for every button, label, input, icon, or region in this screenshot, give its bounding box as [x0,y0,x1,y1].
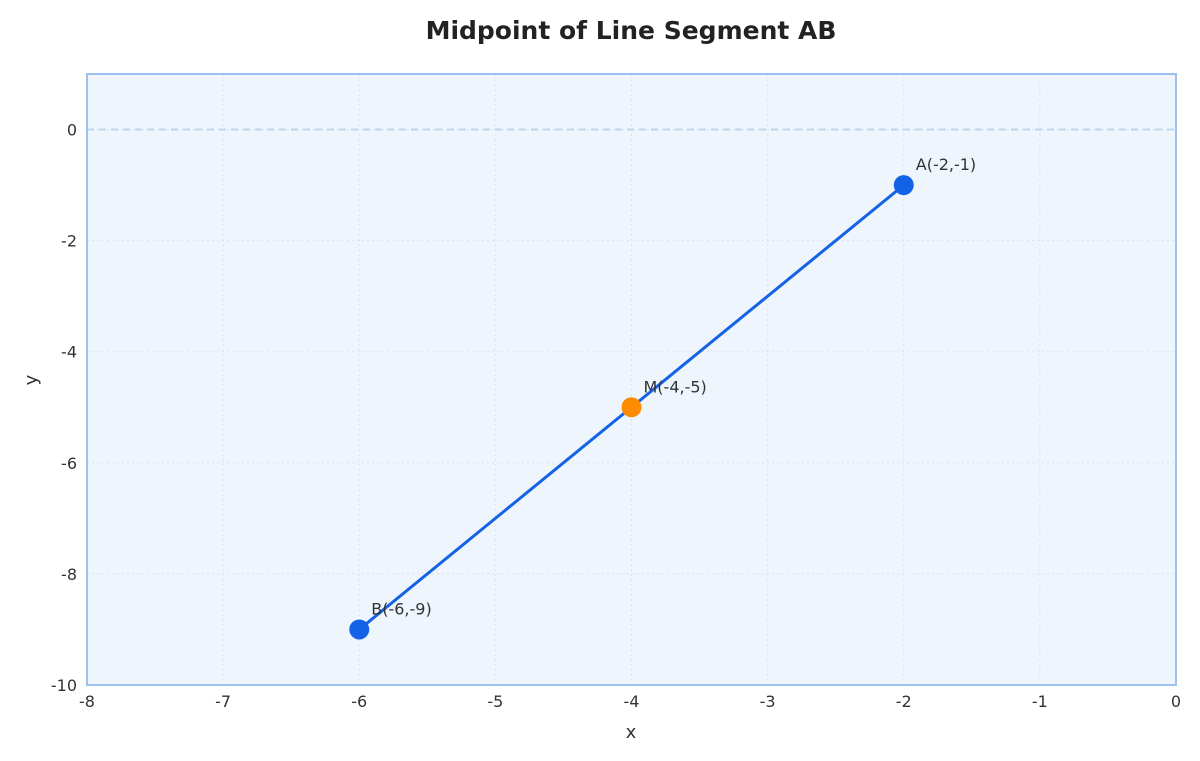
x-tick-label: -7 [215,692,231,711]
y-axis-label: y [21,374,42,385]
tick-labels: -8 -7 -6 -5 -4 -3 -2 -1 00-2-4-6-8-10 [51,121,1181,711]
plot-border [86,73,1177,686]
x-tick-label: -5 [487,692,503,711]
x-tick-label: -4 [624,692,640,711]
point-b [349,619,370,640]
y-tick-label: -6 [61,454,77,473]
point-m [621,397,642,418]
y-tick-label: -10 [51,676,77,695]
y-tick-label: 0 [67,121,77,140]
series-layer: A(-2,-1) B(-6,-9) M(-4,-5) [349,155,976,640]
x-tick-label: -2 [896,692,912,711]
x-tick-label: -1 [1032,692,1048,711]
x-tick-label: -8 [79,692,95,711]
x-tick-label: -6 [351,692,367,711]
x-tick-label: -3 [760,692,776,711]
chart-title: Midpoint of Line Segment AB [426,16,837,45]
point-a [893,175,914,196]
y-tick-label: -8 [61,565,77,584]
x-axis-label: x [626,722,637,743]
point-label-b: B(-6,-9) [371,599,431,618]
point-label-m: M(-4,-5) [644,377,707,396]
x-tick-label: 0 [1171,692,1181,711]
y-tick-label: -2 [61,232,77,251]
y-tick-label: -4 [61,343,77,362]
point-label-a: A(-2,-1) [916,155,976,174]
